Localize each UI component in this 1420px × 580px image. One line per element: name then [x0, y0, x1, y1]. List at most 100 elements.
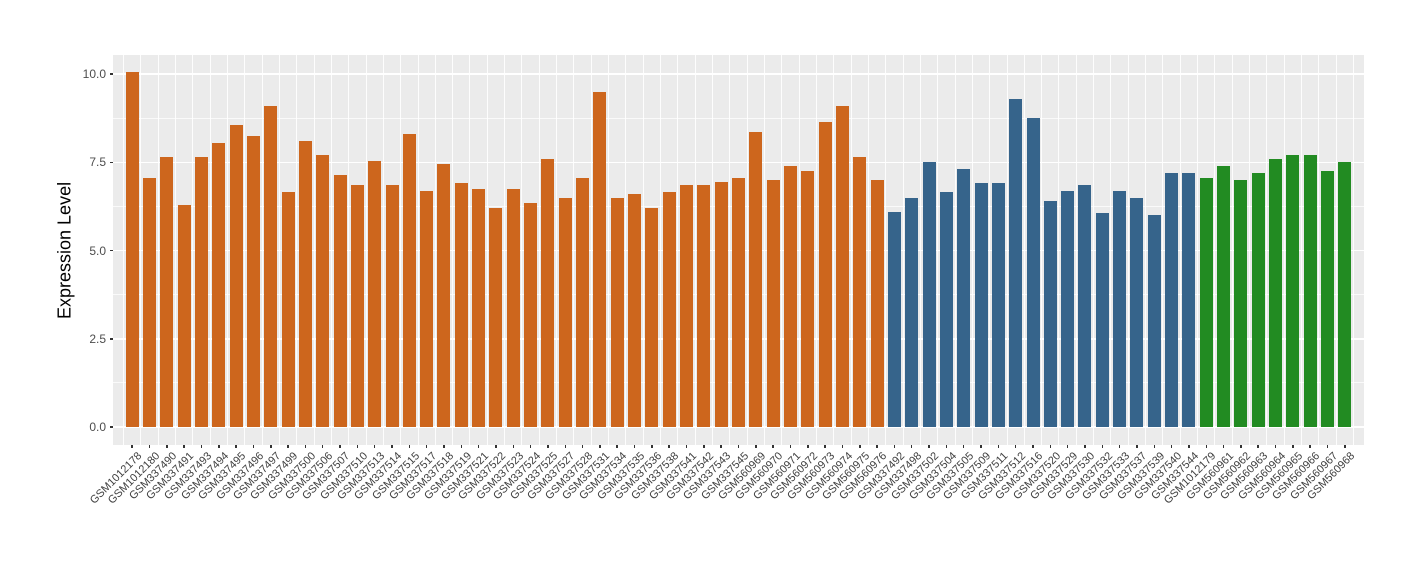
x-tick-mark: [945, 445, 948, 448]
x-tick-mark: [789, 445, 792, 448]
bar-GSM560975: [853, 156, 867, 427]
x-tick-mark: [893, 445, 896, 448]
bar-GSM1012179: [1199, 178, 1213, 427]
x-tick-mark: [859, 445, 861, 448]
x-tick-mark: [477, 445, 480, 448]
x-tick-mark: [564, 445, 566, 448]
x-tick-mark: [304, 445, 307, 448]
bar-GSM337543: [714, 181, 728, 427]
x-tick-mark: [1326, 445, 1329, 448]
bar-GSM337523: [506, 188, 520, 427]
y-tick-label: 7.5: [89, 155, 106, 170]
bar-GSM1012178: [125, 72, 139, 427]
x-tick-mark: [1309, 445, 1311, 448]
bar-GSM337499: [281, 192, 295, 427]
bar-GSM337510: [350, 185, 364, 427]
x-tick-mark: [633, 445, 636, 448]
bar-GSM560970: [766, 179, 780, 427]
x-tick-mark: [1066, 445, 1069, 448]
bar-GSM337531: [593, 91, 607, 427]
y-tick-mark: [110, 338, 113, 340]
x-tick-mark: [599, 445, 601, 448]
bar-GSM337504: [939, 192, 953, 427]
bar-GSM337500: [298, 141, 312, 427]
x-tick-mark: [339, 445, 341, 448]
bar-GSM337496: [246, 135, 260, 427]
bar-GSM560964: [1269, 158, 1283, 427]
x-tick-mark: [1118, 445, 1121, 448]
gridline-minor: [113, 117, 1364, 119]
bar-GSM337502: [922, 162, 936, 427]
bar-GSM337544: [1182, 172, 1196, 427]
x-tick-mark: [581, 445, 584, 448]
x-tick-mark: [1222, 445, 1225, 448]
bar-GSM337540: [1165, 172, 1179, 427]
y-tick-mark: [110, 73, 113, 75]
x-tick-mark: [720, 445, 722, 448]
y-tick-label: 10.0: [82, 67, 106, 81]
x-tick-mark: [1344, 445, 1346, 448]
bar-GSM337507: [333, 174, 347, 427]
x-tick-mark: [755, 445, 757, 448]
bar-GSM337514: [385, 185, 399, 427]
bar-GSM560976: [870, 179, 884, 427]
x-tick-mark: [1274, 445, 1277, 448]
bar-GSM560972: [801, 171, 815, 427]
bar-GSM337524: [524, 202, 538, 427]
x-tick-mark: [235, 445, 237, 448]
x-tick-mark: [218, 445, 220, 448]
bar-GSM560965: [1286, 155, 1300, 427]
x-tick-mark: [1136, 445, 1138, 448]
x-tick-mark: [1153, 445, 1156, 448]
x-tick-mark: [668, 445, 670, 448]
x-tick-mark: [1292, 445, 1294, 448]
x-tick-mark: [962, 445, 965, 448]
x-tick-mark: [824, 445, 826, 448]
x-tick-mark: [166, 445, 168, 448]
bar-GSM337492: [887, 211, 901, 427]
bar-GSM337534: [610, 197, 624, 427]
x-tick-mark: [772, 445, 774, 448]
x-tick-mark: [685, 445, 688, 448]
bar-GSM560974: [835, 105, 849, 427]
bar-GSM560973: [818, 121, 832, 427]
bar-GSM337495: [229, 125, 243, 427]
bar-GSM337522: [489, 208, 503, 427]
x-tick-mark: [980, 445, 982, 448]
x-tick-mark: [1101, 445, 1104, 448]
bar-GSM560968: [1338, 162, 1352, 427]
gridline-major: [113, 161, 1364, 163]
x-tick-mark: [1032, 445, 1034, 448]
bar-GSM337518: [437, 164, 451, 427]
x-tick-mark: [841, 445, 844, 448]
bar-GSM337533: [1113, 190, 1127, 427]
y-tick-label: 0.0: [89, 420, 106, 434]
bar-GSM560966: [1303, 155, 1317, 427]
x-tick-mark: [408, 445, 411, 448]
bar-GSM337511: [991, 183, 1005, 427]
bar-GSM337542: [697, 185, 711, 427]
x-tick-mark: [183, 445, 185, 448]
x-tick-mark: [425, 445, 428, 448]
bar-GSM337537: [1130, 197, 1144, 427]
x-tick-mark: [703, 445, 705, 448]
bar-GSM560961: [1217, 165, 1231, 427]
bar-GSM337538: [662, 192, 676, 427]
x-tick-mark: [547, 445, 549, 448]
x-tick-mark: [287, 445, 289, 448]
x-tick-mark: [928, 445, 930, 448]
bar-GSM337528: [576, 178, 590, 427]
bar-GSM560963: [1251, 172, 1265, 427]
x-tick-mark: [1188, 445, 1190, 448]
x-tick-mark: [1240, 445, 1242, 448]
bar-GSM337539: [1147, 215, 1161, 427]
x-tick-mark: [252, 445, 255, 448]
bar-GSM337521: [472, 188, 486, 427]
x-tick-mark: [391, 445, 393, 448]
x-tick-mark: [443, 445, 445, 448]
x-tick-mark: [1049, 445, 1052, 448]
bar-GSM337545: [732, 178, 745, 427]
bar-GSM337515: [402, 134, 416, 427]
bar-GSM560969: [749, 132, 763, 427]
